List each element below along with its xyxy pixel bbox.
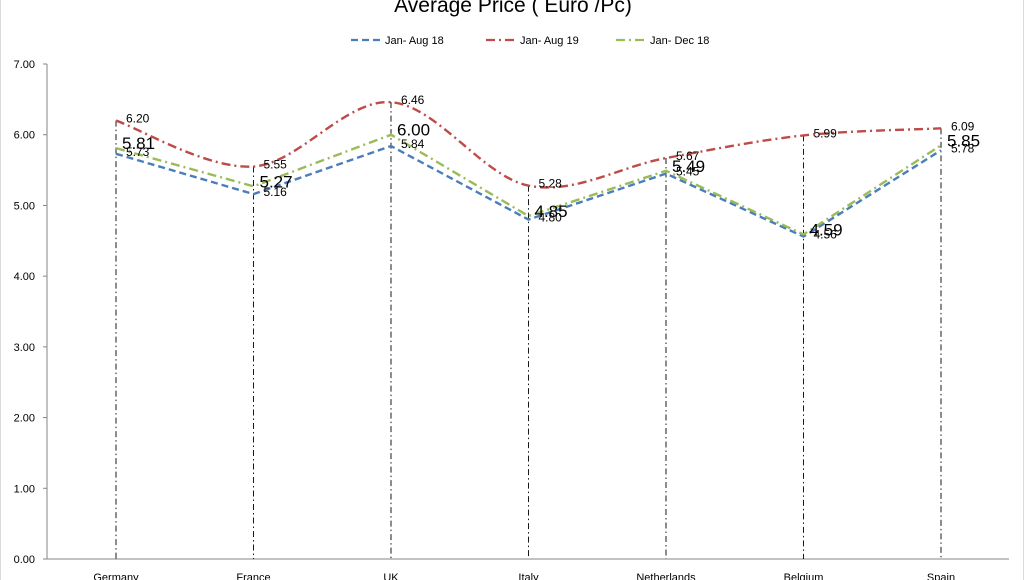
series-line [115, 133, 942, 236]
legend: Jan- Aug 18 Jan- Aug 19 Jan- Dec 18 [351, 35, 709, 47]
data-label: 6.20 [126, 112, 150, 126]
series-line [115, 144, 942, 238]
y-tick-label: 4.00 [14, 271, 35, 283]
y-tick-label: 2.00 [14, 413, 35, 425]
x-tick-label: Netherlands [636, 572, 696, 580]
data-label: 4.56 [814, 228, 838, 242]
chart-title: Average Price ( Euro /Pc) [394, 0, 632, 17]
axes: 0.00 1.00 2.00 3.00 4.00 5.00 6.00 7.00 Germany F… [14, 59, 1009, 580]
data-label: 4.59 [810, 220, 843, 239]
legend-label: Jan- Dec 18 [650, 35, 709, 47]
data-label: 5.45 [676, 165, 700, 179]
x-tick-label: Germany [93, 572, 139, 580]
data-label: 5.84 [401, 137, 425, 151]
data-label: 5.73 [126, 145, 150, 159]
data-label: 4.85 [535, 202, 568, 221]
series-line [115, 100, 942, 189]
x-tick-label: Belgium [784, 572, 824, 580]
x-tick-label: France [236, 572, 270, 580]
data-label: 6.00 [397, 121, 430, 140]
y-tick-label: 7.00 [14, 59, 35, 71]
y-tick-label: 3.00 [14, 342, 35, 354]
data-label: 6.46 [401, 93, 425, 107]
x-tick-label: Italy [518, 572, 539, 580]
y-tick-label: 5.00 [14, 200, 35, 212]
data-label: 5.85 [947, 131, 980, 150]
y-tick-label: 0.00 [14, 554, 35, 566]
data-label: 5.67 [676, 149, 700, 163]
data-label: 5.99 [814, 126, 838, 140]
data-label: 5.16 [264, 185, 288, 199]
y-tick-label: 1.00 [14, 483, 35, 495]
drop-lines [115, 102, 942, 559]
x-tick-label: UK [383, 572, 399, 580]
legend-label: Jan- Aug 18 [385, 35, 444, 47]
data-label: 5.78 [951, 141, 975, 155]
series-lines [115, 100, 942, 238]
data-label: 5.49 [672, 157, 705, 176]
x-tick-label: Spain [927, 572, 955, 580]
data-label: 6.09 [951, 119, 975, 133]
data-label: 4.80 [539, 211, 563, 225]
legend-label: Jan- Aug 19 [520, 35, 579, 47]
data-label: 5.27 [260, 172, 293, 191]
data-label: 5.55 [264, 158, 288, 172]
data-label: 5.81 [122, 134, 155, 153]
data-label: 5.28 [539, 177, 563, 191]
y-tick-label: 6.00 [14, 130, 35, 142]
data-labels: 5.73 5.16 5.84 4.80 5.45 4.56 5.78 6.20 5.55 6.46… [122, 93, 980, 241]
